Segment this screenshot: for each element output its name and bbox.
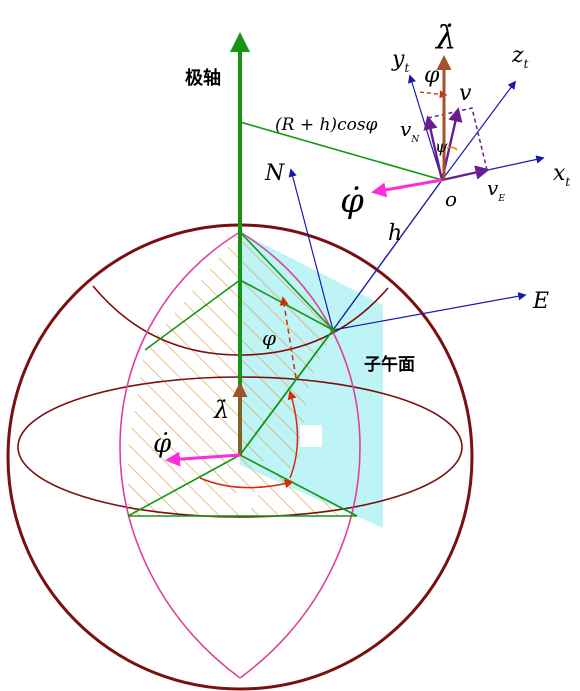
surface-point bbox=[330, 327, 336, 333]
green-edge bbox=[239, 231, 334, 331]
h-label: h bbox=[388, 221, 402, 246]
v-label: v bbox=[459, 81, 472, 106]
zt-axis bbox=[441, 80, 517, 181]
white-patch bbox=[236, 492, 258, 508]
xt-label: xt bbox=[553, 161, 570, 189]
phi-mid-label: φ bbox=[262, 326, 276, 350]
vN-vector bbox=[423, 115, 444, 181]
green-edge bbox=[144, 279, 241, 351]
east-label: E bbox=[532, 289, 549, 314]
psi-arc bbox=[446, 146, 458, 151]
o-label: o bbox=[445, 187, 457, 211]
green-edge bbox=[127, 454, 241, 517]
north-label: N bbox=[264, 161, 285, 186]
phi-arc-mid bbox=[287, 390, 299, 479]
phi-top-label: φ bbox=[424, 63, 440, 88]
phi-dashed bbox=[279, 296, 297, 379]
hatched-sector bbox=[128, 232, 240, 516]
vE-vector bbox=[441, 165, 490, 182]
vN-label: vN bbox=[400, 117, 420, 145]
radius-formula-label: (R + h)cosφ bbox=[275, 115, 378, 135]
phi-dot-top-label: φ̇ bbox=[340, 181, 364, 221]
north-axis bbox=[288, 168, 334, 331]
lambda-dot-mid-label: λ̇ bbox=[213, 396, 229, 424]
zt-label: zt bbox=[511, 43, 529, 71]
vE-label: vE bbox=[487, 176, 505, 204]
meridian-lens-left bbox=[119, 231, 241, 679]
meridian-lens-right bbox=[239, 231, 361, 679]
phi-dot-vector-mid bbox=[165, 451, 241, 467]
yt-axis bbox=[407, 74, 443, 181]
meridian-plane-label: 子午面 bbox=[364, 354, 415, 375]
psi-label: ψ bbox=[435, 137, 448, 156]
phi-dot-vector-top bbox=[371, 178, 443, 198]
white-patch bbox=[300, 425, 322, 447]
radius-line bbox=[239, 121, 443, 181]
lambda-arc bbox=[199, 477, 294, 489]
east-axis bbox=[332, 292, 527, 331]
phi-dot-mid-label: φ̇ bbox=[153, 429, 172, 459]
lambda-dot-top-label: λ̇ bbox=[434, 18, 456, 56]
green-radius bbox=[239, 329, 334, 456]
hatched-sector-bottom bbox=[128, 455, 357, 516]
normal-h bbox=[332, 179, 443, 331]
phi-dashed-top bbox=[419, 90, 448, 99]
polar-axis-label: 极轴 bbox=[185, 67, 221, 89]
hatched-sector-right bbox=[240, 232, 333, 470]
yt-label: yt bbox=[391, 47, 409, 75]
green-edge bbox=[239, 454, 358, 517]
